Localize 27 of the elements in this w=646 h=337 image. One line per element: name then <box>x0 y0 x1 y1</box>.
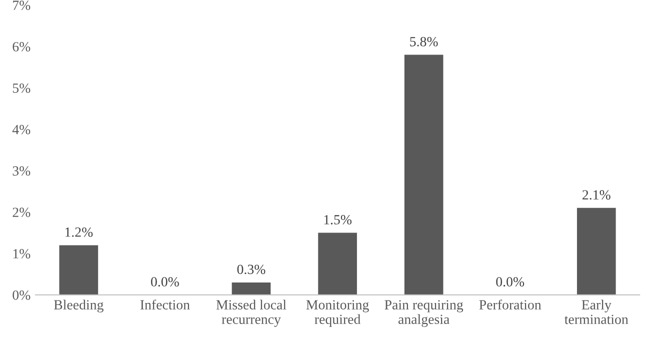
y-tick-label: 0% <box>12 290 30 300</box>
data-label: 0.0% <box>151 277 179 287</box>
data-label: 0.3% <box>237 264 266 274</box>
bar <box>576 208 616 295</box>
x-tick-label: Pain requiring analgesia <box>384 300 464 327</box>
data-label: 5.8% <box>410 36 438 46</box>
x-tick-label: Infection <box>140 300 190 310</box>
y-tick-label: 7% <box>13 0 30 10</box>
x-tick-label: Perforation <box>479 300 542 310</box>
y-tick-label: 1% <box>13 249 30 258</box>
y-tick-label: 3% <box>12 166 30 176</box>
y-tick-label: 2% <box>12 208 30 218</box>
bar <box>404 54 444 295</box>
data-label: 0.0% <box>496 277 524 287</box>
data-label: 1.5% <box>324 215 352 224</box>
x-tick-label: Bleeding <box>54 300 104 312</box>
y-tick-label: 6% <box>12 42 30 52</box>
y-tick-label: 5% <box>12 83 30 93</box>
bar <box>59 245 98 295</box>
bar <box>318 232 357 295</box>
x-tick-label: Early termination <box>564 300 628 324</box>
data-label: 1.2% <box>65 227 93 237</box>
x-tick-label: Missed local recurrency <box>216 300 286 327</box>
x-tick-label: Monitoring required <box>306 300 369 327</box>
data-label: 2.1% <box>582 190 610 200</box>
bar <box>232 282 271 295</box>
y-tick-label: 4% <box>12 124 30 134</box>
